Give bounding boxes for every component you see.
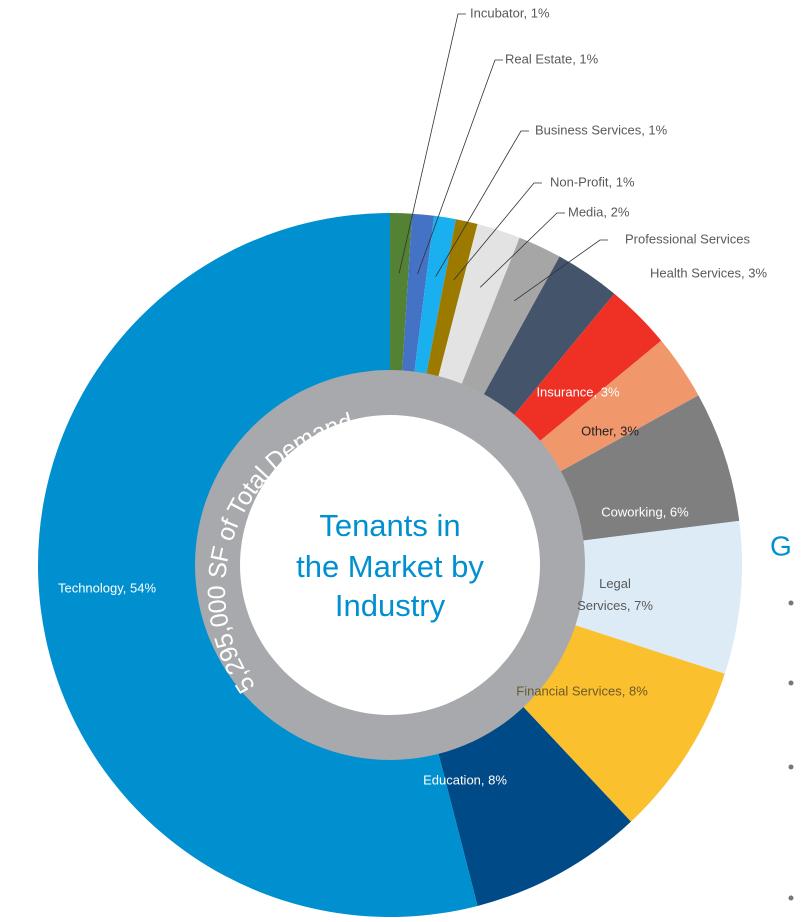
data-label: Technology, 54% [58,580,156,595]
center-title: the Market by [296,549,484,584]
data-label: Incubator, 1% [470,5,550,20]
data-label: Health Services, 3% [650,265,767,280]
data-label: Coworking, 6% [601,504,689,519]
slice [520,623,725,822]
data-label: Legal Services, 7% [577,576,653,613]
center-title: Tenants in [319,508,460,543]
slice [556,395,740,542]
data-label: Education, 8% [423,772,507,787]
slice [536,340,699,474]
data-label: Media, 2% [568,204,630,219]
label-line: Services, 7% [577,598,653,613]
data-label: Professional Services [625,231,750,246]
slice [481,256,615,419]
data-label: Insurance, 3% [536,384,620,399]
data-label: Non-Profit, 1% [550,174,635,189]
leader-line [417,59,503,275]
slice [390,213,413,376]
leader-line [398,13,466,274]
slice [437,224,520,389]
slice [570,520,743,674]
leader-line [435,130,529,277]
label-line: Legal [599,576,631,591]
bullet [788,764,794,770]
bullet [788,895,794,901]
slice [459,237,560,399]
leader-line [514,239,608,302]
data-label: Real Estate, 1% [505,51,599,66]
slice [437,703,631,906]
slice [38,213,478,917]
data-label: Business Services, 1% [535,122,668,137]
bullet [788,600,794,606]
slice [425,219,478,381]
slice [413,215,456,379]
leader-line [453,182,542,281]
bullet [788,680,794,686]
data-label: Financial Services, 8% [516,683,648,698]
side-heading: G [770,530,792,561]
center-title: Industry [335,588,446,623]
data-label: Other, 3% [581,423,639,438]
leader-line [479,212,565,288]
slice [401,213,435,377]
slice [511,293,662,444]
hole [240,415,540,715]
